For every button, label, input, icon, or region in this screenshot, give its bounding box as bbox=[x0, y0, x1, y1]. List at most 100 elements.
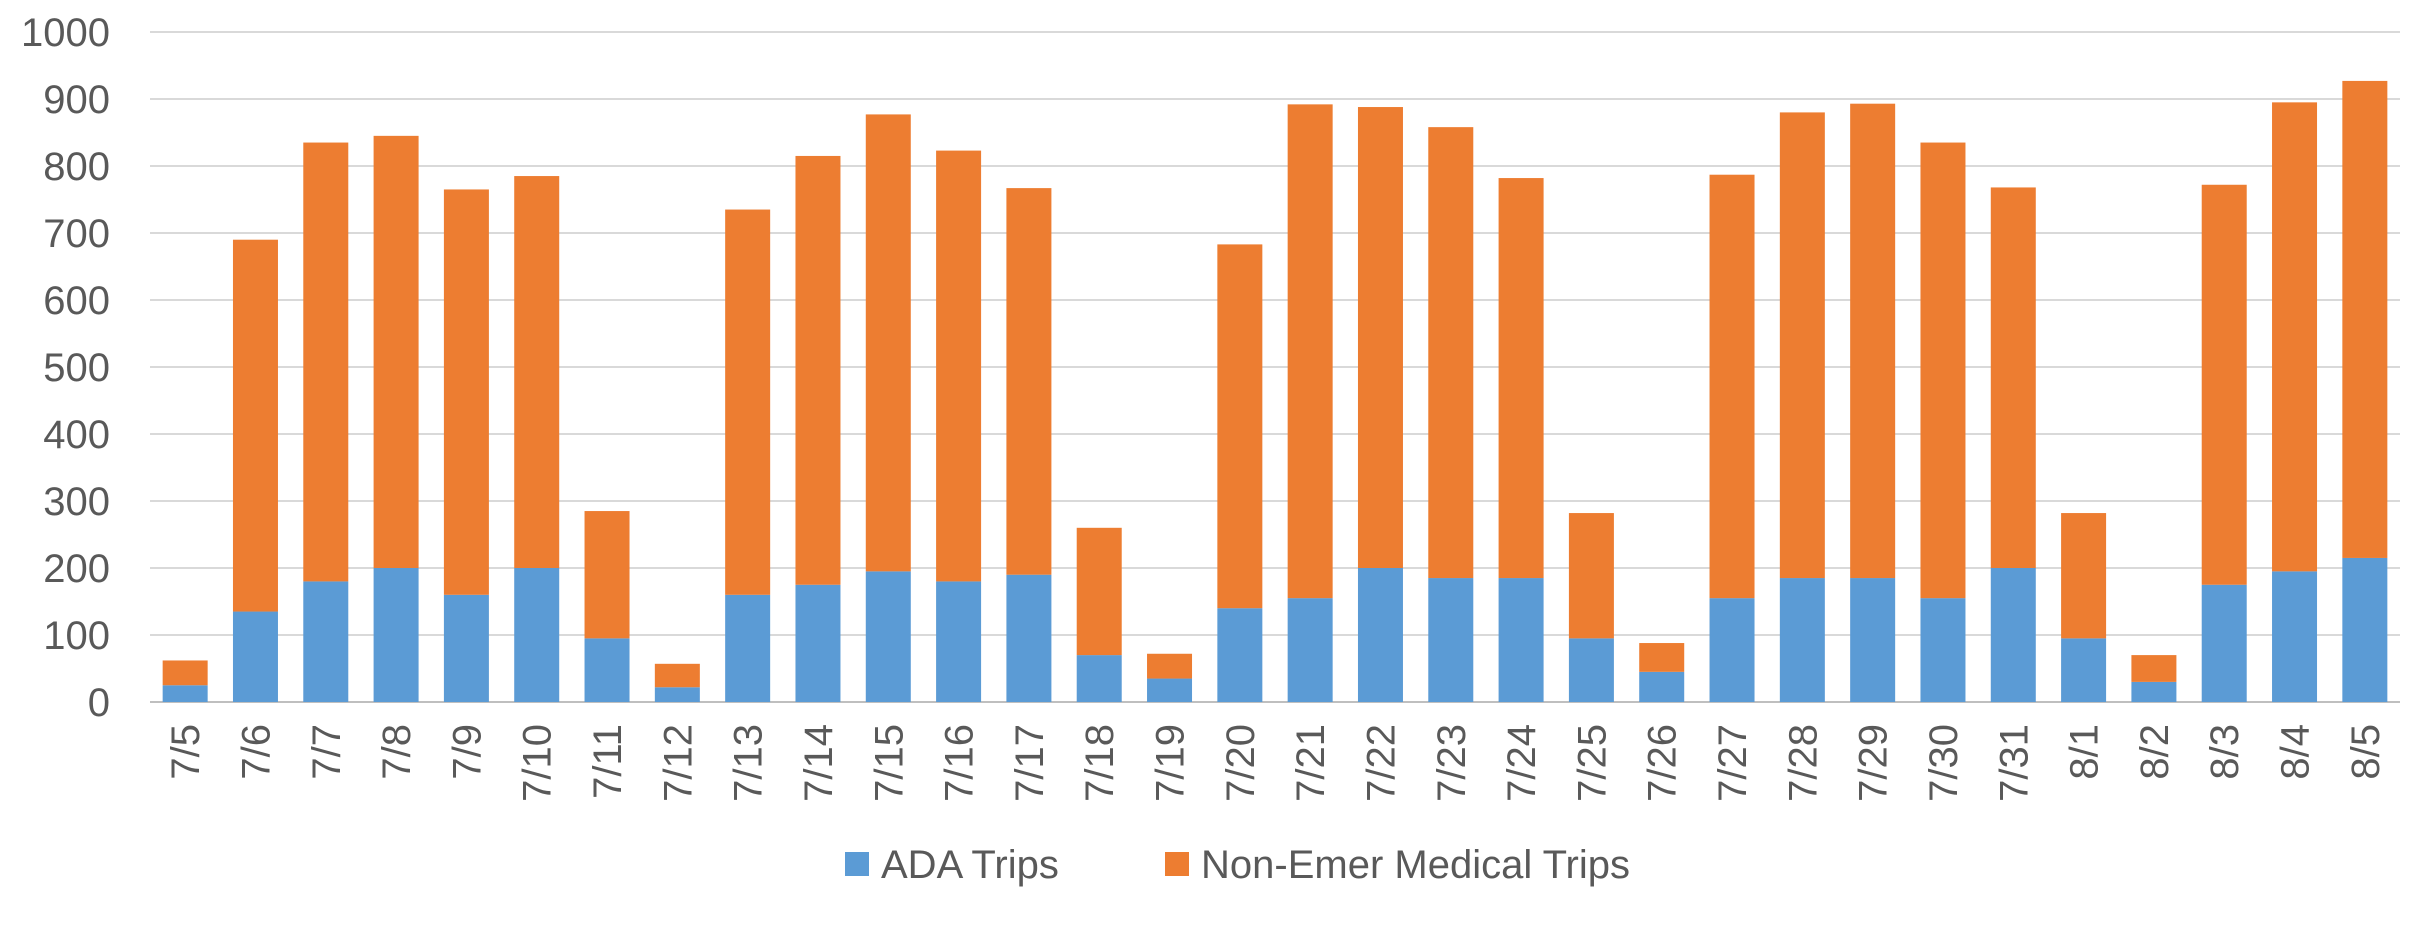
x-tick-label: 7/11 bbox=[586, 724, 630, 799]
y-tick-label: 200 bbox=[43, 547, 110, 591]
legend-label: ADA Trips bbox=[881, 843, 1059, 887]
bar-ada-trips bbox=[2201, 584, 2247, 702]
x-tick-label: 7/21 bbox=[1289, 724, 1333, 802]
x-tick-label: 7/5 bbox=[164, 724, 208, 780]
bar-non-emer-medical-trips bbox=[1498, 178, 1544, 579]
bar-non-emer-medical-trips bbox=[1639, 643, 1685, 672]
bar-ada-trips bbox=[795, 584, 841, 702]
x-tick-label: 7/22 bbox=[1359, 724, 1403, 802]
bar-non-emer-medical-trips bbox=[865, 114, 911, 572]
bar-ada-trips bbox=[1709, 598, 1755, 702]
x-tick-label: 8/5 bbox=[2344, 724, 2388, 780]
bar-non-emer-medical-trips bbox=[1076, 527, 1122, 656]
bar-ada-trips bbox=[1498, 578, 1544, 702]
bar-ada-trips bbox=[584, 638, 630, 702]
y-tick-label: 900 bbox=[43, 78, 110, 122]
legend-label: Non-Emer Medical Trips bbox=[1201, 843, 1630, 887]
y-axis: 0 100 200 300 400 500 600 700 800 900 1000 bbox=[21, 11, 110, 725]
bar-non-emer-medical-trips bbox=[1920, 142, 1966, 599]
legend: ADA Trips Non-Emer Medical Trips bbox=[845, 843, 1630, 887]
bar-non-emer-medical-trips bbox=[514, 176, 560, 569]
bar-ada-trips bbox=[1639, 671, 1685, 702]
x-tick-label: 7/23 bbox=[1430, 724, 1474, 802]
bar-non-emer-medical-trips bbox=[2272, 102, 2318, 572]
bar-ada-trips bbox=[1850, 578, 1896, 702]
bar-ada-trips bbox=[1568, 638, 1614, 702]
bar-ada-trips bbox=[1920, 598, 1966, 702]
bars bbox=[162, 80, 2388, 702]
x-tick-label: 7/10 bbox=[516, 724, 560, 802]
bar-non-emer-medical-trips bbox=[1147, 653, 1193, 679]
bar-ada-trips bbox=[162, 685, 208, 702]
bar-non-emer-medical-trips bbox=[1357, 107, 1403, 568]
bar-ada-trips bbox=[2061, 638, 2107, 702]
bar-non-emer-medical-trips bbox=[1287, 104, 1333, 599]
y-tick-label: 1000 bbox=[21, 11, 110, 55]
x-tick-label: 7/25 bbox=[1570, 724, 1614, 802]
x-tick-label: 7/15 bbox=[867, 724, 911, 802]
bar-non-emer-medical-trips bbox=[162, 660, 208, 686]
bar-non-emer-medical-trips bbox=[1217, 244, 1263, 609]
bar-non-emer-medical-trips bbox=[303, 142, 349, 582]
bar-non-emer-medical-trips bbox=[795, 155, 841, 585]
x-tick-label: 7/31 bbox=[1992, 724, 2036, 802]
y-tick-label: 0 bbox=[88, 681, 110, 725]
x-tick-label: 7/18 bbox=[1078, 724, 1122, 802]
x-tick-label: 8/4 bbox=[2274, 724, 2318, 780]
x-tick-label: 7/24 bbox=[1500, 724, 1544, 802]
bar-ada-trips bbox=[514, 568, 560, 702]
bar-non-emer-medical-trips bbox=[1990, 187, 2036, 568]
x-tick-label: 7/8 bbox=[375, 724, 419, 780]
bar-non-emer-medical-trips bbox=[2061, 513, 2107, 639]
bar-ada-trips bbox=[1287, 598, 1333, 702]
bar-non-emer-medical-trips bbox=[373, 135, 419, 568]
x-tick-label: 8/2 bbox=[2133, 724, 2177, 780]
x-tick-label: 7/20 bbox=[1219, 724, 1263, 802]
x-tick-label: 8/1 bbox=[2063, 724, 2107, 780]
bar-ada-trips bbox=[303, 581, 349, 702]
bar-ada-trips bbox=[725, 594, 771, 702]
x-tick-label: 7/27 bbox=[1711, 724, 1755, 802]
x-tick-label: 8/3 bbox=[2203, 724, 2247, 780]
x-tick-label: 7/28 bbox=[1781, 724, 1825, 802]
bar-non-emer-medical-trips bbox=[443, 189, 489, 595]
x-tick-label: 7/16 bbox=[938, 724, 982, 802]
bar-ada-trips bbox=[654, 687, 700, 702]
bar-ada-trips bbox=[1779, 578, 1825, 702]
bar-non-emer-medical-trips bbox=[2342, 80, 2388, 558]
y-tick-label: 100 bbox=[43, 614, 110, 658]
x-tick-label: 7/19 bbox=[1149, 724, 1193, 802]
x-tick-label: 7/6 bbox=[234, 724, 278, 780]
y-tick-label: 700 bbox=[43, 212, 110, 256]
x-tick-label: 7/12 bbox=[656, 724, 700, 802]
bar-non-emer-medical-trips bbox=[232, 239, 278, 612]
bar-non-emer-medical-trips bbox=[2131, 655, 2177, 682]
x-axis: 7/5 7/6 7/7 7/8 7/9 7/10 7/11 7/12 7/13 7/14 7/15 7… bbox=[164, 724, 2388, 802]
bar-ada-trips bbox=[373, 568, 419, 702]
bar-non-emer-medical-trips bbox=[2201, 184, 2247, 585]
bar-non-emer-medical-trips bbox=[936, 150, 982, 582]
bar-ada-trips bbox=[1357, 568, 1403, 702]
bar-non-emer-medical-trips bbox=[1850, 103, 1896, 579]
bar-non-emer-medical-trips bbox=[1006, 188, 1052, 575]
bar-ada-trips bbox=[2272, 571, 2318, 702]
bar-ada-trips bbox=[865, 571, 911, 702]
y-tick-label: 300 bbox=[43, 480, 110, 524]
x-tick-label: 7/13 bbox=[727, 724, 771, 802]
x-tick-label: 7/14 bbox=[797, 724, 841, 802]
x-tick-label: 7/7 bbox=[305, 724, 349, 780]
bar-ada-trips bbox=[1217, 608, 1263, 702]
y-tick-label: 500 bbox=[43, 346, 110, 390]
bar-ada-trips bbox=[1428, 578, 1474, 702]
x-tick-label: 7/30 bbox=[1922, 724, 1966, 802]
y-tick-label: 800 bbox=[43, 145, 110, 189]
bar-non-emer-medical-trips bbox=[1709, 174, 1755, 599]
y-tick-label: 400 bbox=[43, 413, 110, 457]
legend-swatch bbox=[1165, 852, 1189, 876]
bar-ada-trips bbox=[1006, 574, 1052, 702]
x-tick-label: 7/29 bbox=[1852, 724, 1896, 802]
bar-non-emer-medical-trips bbox=[654, 663, 700, 688]
bar-ada-trips bbox=[936, 581, 982, 702]
